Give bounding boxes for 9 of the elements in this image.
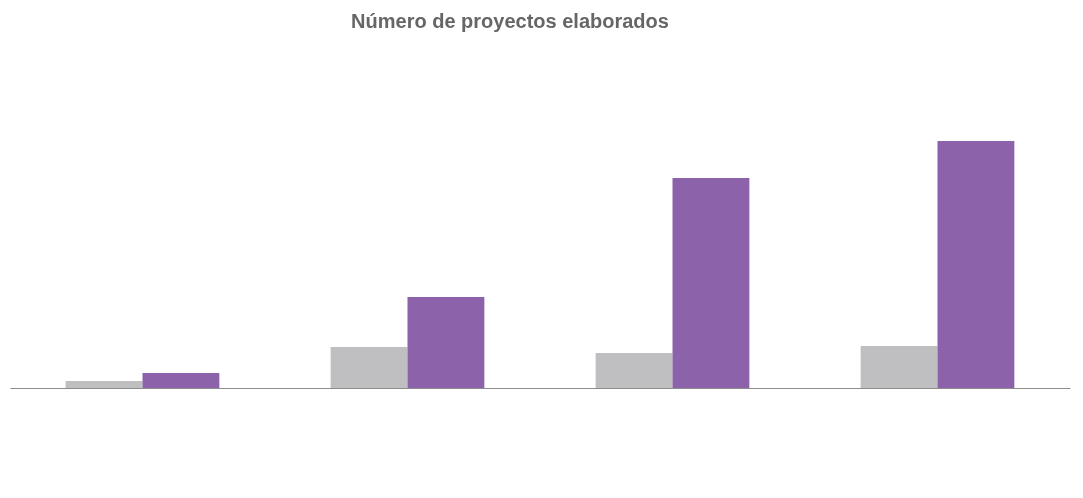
bar [672, 178, 750, 388]
bar [142, 372, 220, 388]
bar [407, 297, 485, 388]
bar [595, 352, 673, 388]
bar [937, 141, 1015, 388]
bar [330, 347, 408, 388]
bar [860, 346, 938, 388]
chart-title: Número de proyectos elaborados [351, 10, 669, 32]
bar [65, 381, 143, 388]
